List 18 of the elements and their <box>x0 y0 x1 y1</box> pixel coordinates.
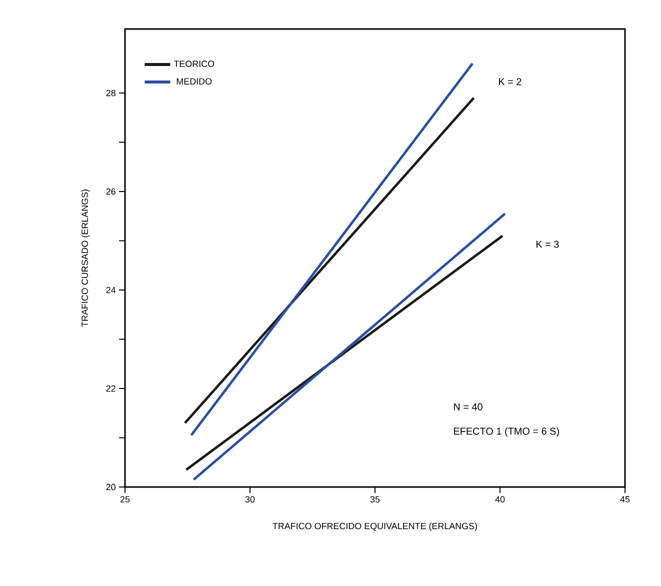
legend-label: MEDIDO <box>176 78 212 85</box>
x-tick-label: 35 <box>370 496 380 503</box>
x-tick-label: 25 <box>120 496 130 503</box>
y-tick-label: 28 <box>106 90 116 96</box>
y-tick-label: 20 <box>106 484 116 490</box>
legend-label: TEORICO <box>174 60 214 68</box>
x-tick-label: 40 <box>495 496 505 503</box>
x-tick-label: 45 <box>620 496 630 502</box>
annotation: N = 40 <box>454 403 482 410</box>
y-tick-label: 24 <box>106 286 116 294</box>
x-axis-title: TRAFICO OFRECIDO EQUIVALENTE (ERLANGS) <box>272 522 477 531</box>
y-tick-label: 26 <box>106 188 116 195</box>
x-tick-label: 30 <box>245 496 255 503</box>
y-tick-label: 22 <box>106 385 116 392</box>
annotation: K = 2 <box>499 78 522 86</box>
annotation: K = 3 <box>536 240 559 248</box>
y-axis-title: TRAFICO CURSADO (ERLANGS) <box>81 190 90 327</box>
annotation: EFECTO 1 (TMO = 6 S) <box>454 427 559 437</box>
